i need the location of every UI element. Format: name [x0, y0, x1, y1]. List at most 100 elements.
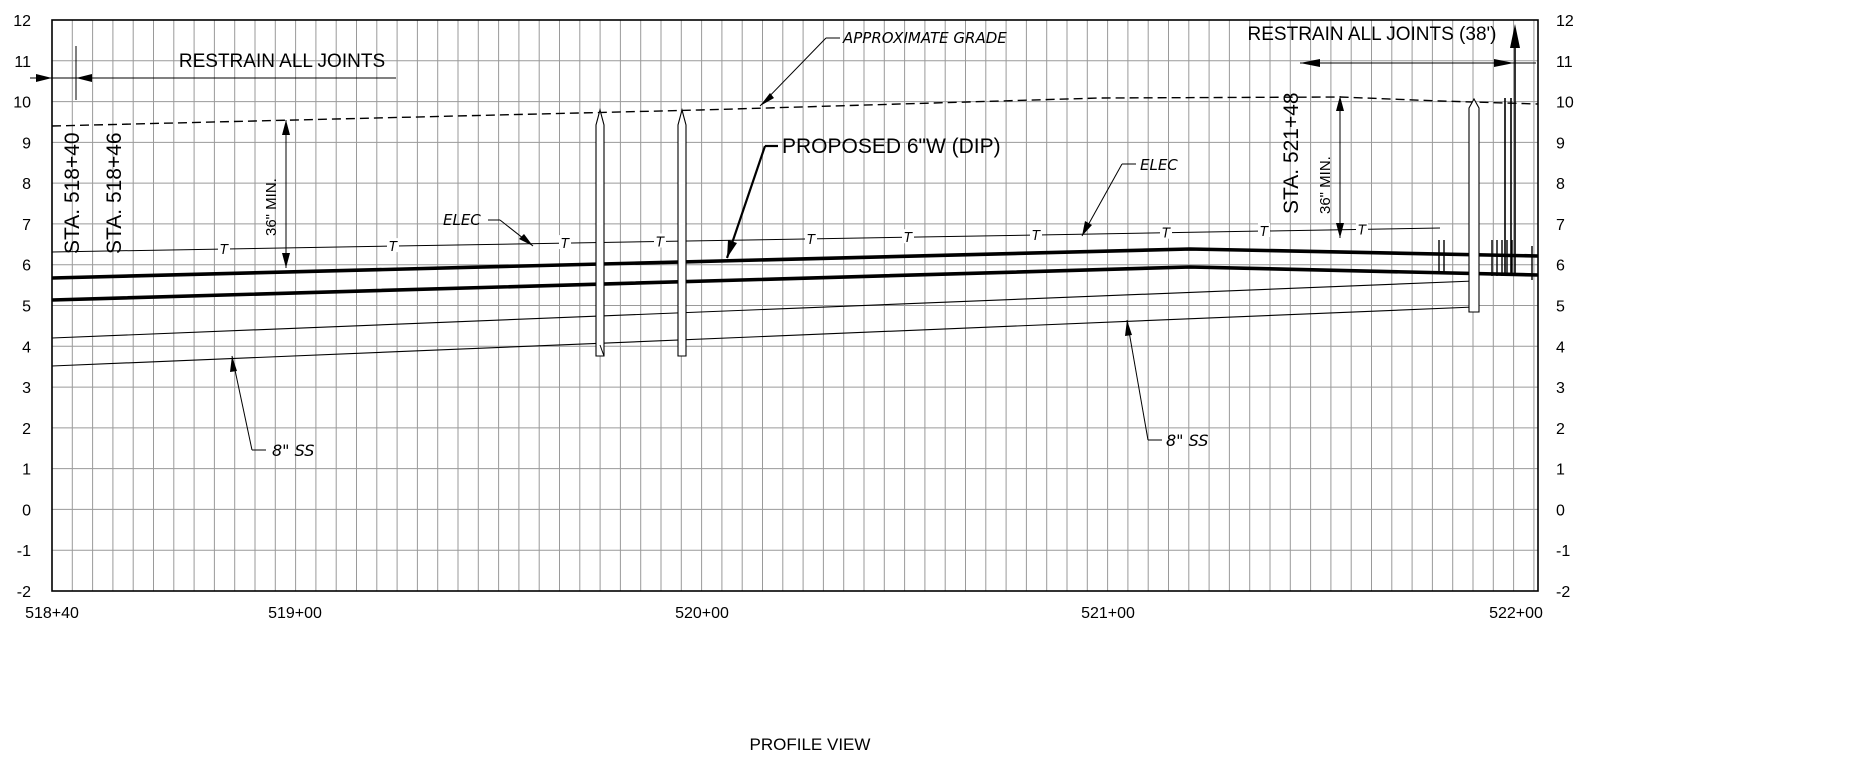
elevation-label-right: 5 — [1556, 299, 1565, 316]
station-label: 521+00 — [1081, 605, 1135, 622]
telephone-marker: T — [1358, 223, 1367, 238]
approx-grade-label: APPROXIMATE GRADE — [842, 29, 1007, 47]
elevation-label-right: 0 — [1556, 502, 1565, 519]
elevation-label-right: 11 — [1556, 54, 1573, 71]
restrain-right-label: RESTRAIN ALL JOINTS (38') — [1248, 24, 1497, 45]
elevation-label: 10 — [13, 95, 31, 112]
telephone-marker-bg — [387, 238, 399, 253]
elevation-label-right: 10 — [1556, 95, 1574, 112]
station-callout-518-46: STA. 518+46 — [103, 132, 126, 254]
elevation-label: 9 — [22, 135, 31, 152]
elevation-label: -2 — [17, 584, 31, 601]
crossing-pole-3 — [1468, 97, 1480, 313]
elevation-label-right: -1 — [1556, 543, 1570, 560]
elevation-label-right: 1 — [1556, 462, 1565, 479]
sewer-line-bottom — [51, 306, 1475, 367]
elevation-label: 8 — [22, 176, 31, 193]
telephone-marker-bg — [805, 230, 817, 245]
elevation-label-right: 7 — [1556, 217, 1565, 234]
elevation-label: 12 — [13, 13, 31, 30]
telephone-marker-bg — [1030, 227, 1042, 241]
elevation-label-right: 3 — [1556, 380, 1565, 397]
ss-right-label: 8" SS — [1166, 431, 1208, 450]
ss-right-arrow — [1125, 320, 1132, 336]
elevation-label: 4 — [22, 339, 31, 356]
telephone-marker: T — [1032, 229, 1041, 244]
min-cover-right-arrow-bottom — [1336, 223, 1344, 238]
view-title: PROFILE VIEW — [750, 735, 871, 754]
end-fitting — [1504, 30, 1516, 276]
telephone-marker-bg — [654, 233, 666, 248]
telephone-marker-bg — [1160, 224, 1172, 239]
telephone-marker-bg — [218, 241, 230, 255]
elevation-label: 7 — [22, 217, 31, 234]
station-label: 519+00 — [268, 605, 322, 622]
station-label: 520+00 — [675, 605, 729, 622]
elevation-label: -1 — [17, 543, 31, 560]
elec-right-label: ELEC — [1140, 156, 1178, 174]
proposed-water-main-bottom — [51, 265, 1539, 302]
elevation-label: 2 — [22, 421, 31, 438]
sewer-line-top — [51, 280, 1475, 339]
restrain-left-arrow-2 — [76, 74, 92, 82]
elevation-label-right: 12 — [1556, 13, 1574, 30]
elevation-label-right: 2 — [1556, 421, 1565, 438]
elevation-label: 6 — [22, 258, 31, 275]
end-arrow — [1510, 24, 1520, 48]
crossing-pole-1 — [595, 107, 605, 357]
station-axis: 518+40 519+00 520+00 521+00 522+00 — [25, 605, 1543, 622]
restrain-right-arrow-2 — [1494, 59, 1514, 67]
approximate-grade-line — [51, 96, 1539, 127]
station-callout-521-48: STA. 521+48 — [1280, 92, 1303, 214]
restrain-right-arrow-1 — [1300, 59, 1320, 67]
crossing-pole-2 — [677, 107, 687, 357]
elevation-label: 1 — [22, 462, 31, 479]
proposed-arrow — [727, 240, 737, 258]
telephone-marker: T — [656, 236, 665, 251]
station-label: 522+00 — [1489, 605, 1543, 622]
proposed-main-label: PROPOSED 6"W (DIP) — [782, 135, 1001, 158]
min-cover-left-arrow-bottom — [282, 253, 290, 268]
telephone-marker-bg — [1356, 221, 1368, 236]
telephone-marker-bg — [902, 229, 914, 244]
ss-right-leader — [1126, 319, 1162, 441]
elevation-label-right: 4 — [1556, 339, 1565, 356]
station-label: 518+40 — [25, 605, 79, 622]
elevation-label: 0 — [22, 502, 31, 519]
restrain-left-arrow-1 — [36, 74, 52, 82]
telephone-line — [51, 227, 1441, 253]
telephone-marker: T — [389, 240, 398, 255]
crossing-stub — [599, 344, 605, 357]
plot-frame — [51, 19, 1539, 592]
min-cover-left-arrow-top — [282, 120, 290, 135]
min-cover-right-label: 36" MIN. — [1317, 156, 1334, 214]
elevation-label-right: 9 — [1556, 135, 1565, 152]
min-cover-right-arrow-top — [1336, 96, 1344, 111]
elec-left-arrow — [519, 234, 533, 246]
approx-grade-arrow — [760, 93, 774, 106]
elevation-label-right: -2 — [1556, 584, 1570, 601]
telephone-marker: T — [807, 233, 816, 248]
elevation-label-right: 6 — [1556, 258, 1565, 275]
joint-marks — [1438, 240, 1533, 280]
station-callout-518-40: STA. 518+40 — [61, 132, 84, 254]
ss-left-label: 8" SS — [272, 441, 314, 460]
telephone-marker: T — [1162, 227, 1171, 242]
telephone-markers: T T T T T T T T T T — [218, 221, 1368, 258]
ss-left-leader — [231, 355, 266, 451]
elevation-label: 5 — [22, 299, 31, 316]
elevation-label-right: 8 — [1556, 176, 1565, 193]
elec-right-arrow — [1082, 221, 1092, 236]
telephone-marker: T — [1260, 225, 1269, 240]
telephone-marker-bg — [559, 235, 571, 250]
proposed-water-main-top — [51, 247, 1539, 280]
grid-lines — [52, 20, 1538, 591]
elevation-label: 11 — [14, 54, 31, 71]
telephone-marker: T — [220, 243, 229, 258]
ss-left-arrow — [230, 356, 237, 372]
restrain-left-label: RESTRAIN ALL JOINTS — [179, 51, 385, 72]
proposed-leader — [725, 144, 778, 259]
